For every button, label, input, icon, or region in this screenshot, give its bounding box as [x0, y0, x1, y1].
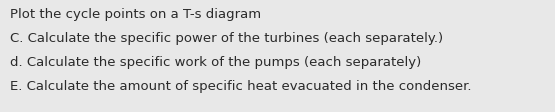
- Text: Plot the cycle points on a T-s diagram: Plot the cycle points on a T-s diagram: [10, 8, 261, 21]
- Text: C. Calculate the specific power of the turbines (each separately.): C. Calculate the specific power of the t…: [10, 32, 443, 45]
- Text: E. Calculate the amount of specific heat evacuated in the condenser.: E. Calculate the amount of specific heat…: [10, 79, 472, 92]
- Text: d. Calculate the specific work of the pumps (each separately): d. Calculate the specific work of the pu…: [10, 56, 421, 68]
